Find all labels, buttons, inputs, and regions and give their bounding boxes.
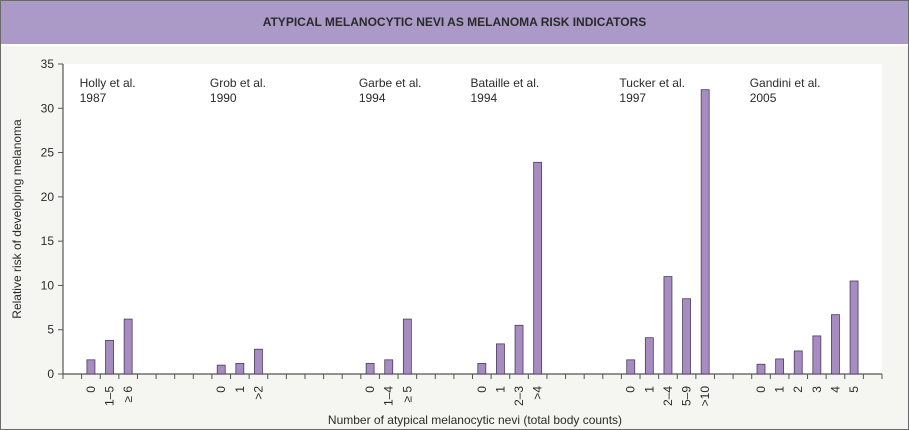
x-category-label: 2–4 [661,386,675,406]
bar [793,350,803,375]
bar [644,337,654,375]
y-axis: 0 5 10 15 20 25 30 35 [41,57,64,381]
x-category-label: 0 [214,386,228,393]
x-category-label: ≥ 6 [121,386,135,403]
bar [626,359,636,375]
bar [216,364,226,375]
bar [663,276,673,375]
study-year: 1997 [619,91,646,105]
study-name: Tucker et al. [619,76,685,90]
bar [682,298,691,375]
study-year: 1990 [210,91,237,105]
x-category-label: 1 [773,386,787,393]
y-axis-label: Relative risk of developing melanoma [10,119,24,319]
bar [477,362,487,375]
bar [123,318,133,375]
bar [86,359,96,375]
x-axis [62,373,883,379]
bar [812,335,822,375]
x-category-label: 0 [475,386,489,393]
bar [235,362,245,375]
bar [849,280,859,375]
bar [700,89,710,375]
y-tick-label: 5 [47,323,54,337]
x-category-label: >2 [251,386,265,400]
x-category-label: >10 [698,386,712,407]
study-name: Garbe et al. [359,76,422,90]
x-category-label: 1–5 [103,386,117,406]
x-category-label: 5–9 [680,386,694,406]
plot-area [63,64,882,374]
x-category-label: 1 [493,386,507,393]
bars: 0 1–5 ≥ 6 0 1 >2 0 1–4 ≥ 5 0 1 2–3 >4 0 1 2–4 5–9 >10 0 1 2 3… [84,89,861,407]
x-category-label: 0 [754,386,768,393]
study-name: Gandini et al. [750,76,821,90]
x-category-label: 1 [642,386,656,393]
chart-title: ATYPICAL MELANOCYTIC NEVI AS MELANOMA RI… [262,15,647,29]
study-year: 1994 [359,91,386,105]
y-tick-label: 25 [41,146,55,160]
x-category-label: 2 [791,386,805,393]
y-tick-label: 30 [41,101,55,115]
study-name: Holly et al. [80,76,136,90]
bar [402,318,412,375]
study-name: Bataille et al. [471,76,540,90]
bar [775,358,785,375]
y-tick-label: 20 [41,190,55,204]
bar [254,348,263,375]
bar [514,324,524,375]
bar [496,343,505,375]
x-category-label: ≥ 5 [400,386,414,403]
x-category-label: 3 [810,386,824,393]
x-category-label: 4 [828,386,842,393]
title-banner: ATYPICAL MELANOCYTIC NEVI AS MELANOMA RI… [1,1,908,46]
bar [831,314,840,375]
y-tick-label: 15 [41,234,55,248]
x-axis-label: Number of atypical melanocytic nevi (tot… [328,413,622,427]
bar [365,362,375,375]
y-tick-label: 0 [47,367,54,381]
bar [756,363,766,375]
x-category-label: 0 [84,386,98,393]
x-category-label: 5 [847,386,861,393]
study-year: 1987 [80,91,107,105]
x-category-label: 1 [233,386,247,393]
study-year: 1994 [471,91,498,105]
study-name: Grob et al. [210,76,266,90]
bar [105,339,114,375]
bar [533,161,543,375]
x-category-label: >4 [531,386,545,400]
x-category-label: 0 [624,386,638,393]
x-category-label: 0 [363,386,377,393]
x-category-label: 1–4 [382,386,396,406]
x-category-label: 2–3 [512,386,526,406]
study-labels: Holly et al.1987 Grob et al.1990 Garbe et … [80,76,821,105]
bar [384,359,394,375]
y-tick-label: 35 [41,57,55,71]
y-tick-label: 10 [41,278,55,292]
study-year: 2005 [750,91,777,105]
